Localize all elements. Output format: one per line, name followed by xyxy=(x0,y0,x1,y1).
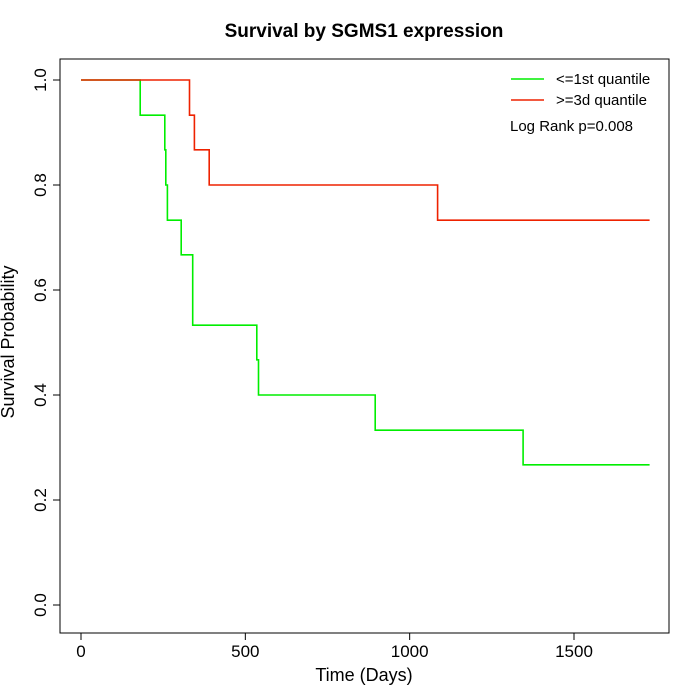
legend-label-1: <=1st quantile xyxy=(556,71,650,88)
y-tick-label: 1.0 xyxy=(31,68,50,92)
y-tick-label: 0.0 xyxy=(31,593,50,617)
y-axis-label: Survival Probability xyxy=(0,265,18,418)
x-tick-label: 0 xyxy=(76,642,85,661)
x-axis-label: Time (Days) xyxy=(315,665,412,685)
y-tick-label: 0.2 xyxy=(31,488,50,512)
series-line-2 xyxy=(81,79,650,221)
y-tick-label: 0.6 xyxy=(31,278,50,302)
series-layer xyxy=(81,79,650,466)
y-axis: 0.0 0.2 0.4 0.6 0.8 1.0 xyxy=(31,68,61,617)
series-line-1 xyxy=(81,79,650,466)
legend: <=1st quantile >=3d quantile xyxy=(511,71,650,109)
x-axis: 0 500 1000 1500 xyxy=(76,632,593,661)
y-tick-label: 0.4 xyxy=(31,383,50,407)
chart-title: Survival by SGMS1 expression xyxy=(225,21,504,42)
log-rank-annotation: Log Rank p=0.008 xyxy=(510,118,633,135)
x-tick-label: 500 xyxy=(231,642,259,661)
y-tick-label: 0.8 xyxy=(31,173,50,197)
legend-label-2: >=3d quantile xyxy=(556,92,647,109)
x-tick-label: 1500 xyxy=(555,642,593,661)
plot-frame xyxy=(59,58,670,634)
x-tick-label: 1000 xyxy=(391,642,429,661)
